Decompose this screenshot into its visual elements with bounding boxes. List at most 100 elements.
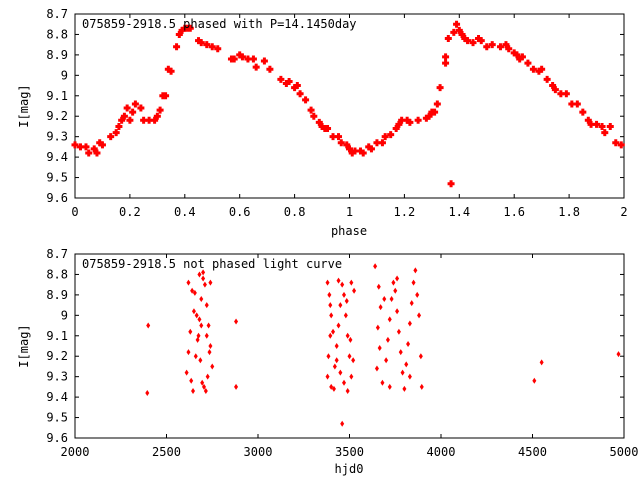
unphased-point	[204, 302, 209, 309]
unphased-point	[396, 328, 401, 335]
unphased-point	[198, 357, 203, 364]
unphased-point	[374, 365, 379, 372]
phased-point	[266, 65, 274, 73]
unphased-point	[193, 353, 198, 360]
phased-x-tick-label: 0.4	[174, 205, 196, 219]
phased-y-tick-label: 9.6	[46, 191, 68, 205]
phased-point	[513, 51, 521, 59]
unphased-x-tick-label: 2000	[61, 445, 90, 459]
unphased-point	[189, 377, 194, 384]
unphased-point	[377, 345, 382, 352]
phased-point	[162, 92, 170, 100]
phased-y-tick-label: 9.4	[46, 150, 68, 164]
phased-point	[346, 145, 353, 153]
phased-point	[538, 65, 546, 73]
phased-y-tick-label: 8.9	[46, 48, 68, 62]
phased-point	[356, 147, 364, 155]
unphased-point	[351, 357, 356, 364]
unphased-point	[208, 279, 213, 286]
phased-point	[236, 51, 244, 59]
phased-point	[557, 90, 565, 98]
unphased-point	[334, 343, 339, 349]
unphased-chart-title: 075859-2918.5 not phased light curve	[82, 257, 342, 271]
phased-point	[549, 82, 557, 90]
phased-x-tick-label: 1	[346, 205, 353, 219]
phased-point	[431, 108, 439, 116]
phased-point	[173, 43, 181, 51]
phased-point	[156, 106, 164, 114]
unphased-point	[331, 385, 336, 392]
unphased-point	[196, 332, 201, 339]
phased-x-tick-label: 0.2	[119, 205, 141, 219]
phased-x-tick-label: 1.8	[558, 205, 580, 219]
unphased-point	[328, 302, 333, 309]
unphased-point	[382, 295, 387, 302]
unphased-point	[191, 387, 196, 394]
phased-point	[436, 84, 444, 92]
phased-point	[244, 55, 252, 63]
phased-point	[178, 26, 186, 34]
phased-point	[337, 139, 345, 147]
phased-point	[406, 118, 414, 126]
unphased-point	[375, 324, 380, 331]
phased-point	[82, 143, 90, 151]
phased-point	[151, 116, 159, 124]
phased-point	[488, 41, 496, 49]
unphased-point	[331, 328, 336, 335]
phased-point	[587, 120, 595, 128]
phased-point	[543, 75, 551, 83]
phased-point	[197, 39, 205, 47]
phased-point	[381, 133, 389, 141]
phased-point	[433, 100, 441, 108]
phased-point	[505, 45, 513, 53]
phased-point	[453, 20, 461, 28]
phased-point	[203, 41, 211, 49]
unphased-point	[199, 322, 204, 329]
phased-point	[118, 116, 126, 124]
phased-point	[612, 139, 620, 147]
unphased-point	[387, 316, 392, 323]
phased-point	[293, 82, 301, 90]
phased-point	[365, 143, 373, 151]
unphased-point	[395, 308, 400, 315]
phased-point	[112, 129, 120, 137]
phased-point	[107, 133, 115, 141]
unphased-point	[145, 390, 150, 397]
unphased-point	[199, 295, 204, 302]
phased-y-tick-label: 9.3	[46, 130, 68, 144]
unphased-point	[404, 361, 409, 368]
unphased-point	[389, 295, 394, 302]
phased-plot-frame	[74, 13, 625, 199]
phased-point	[214, 45, 222, 53]
unphased-point	[349, 373, 354, 380]
phased-point	[573, 100, 581, 108]
unphased-point	[373, 263, 378, 270]
unphased-y-tick-label: 9.1	[46, 329, 68, 343]
unphased-panel: 2000 2500 3000 3500 4000 4500 5000 8.7 8.8 8.9 9 9…	[17, 247, 638, 476]
phased-point	[398, 116, 406, 124]
phased-point	[469, 39, 477, 47]
phased-y-ticks: 8.7 8.8 8.9 9 9.1 9.2 9.3 9.4 9.5 9.6	[46, 7, 624, 205]
unphased-point	[344, 298, 349, 305]
unphased-point	[329, 383, 334, 390]
unphased-y-tick-label: 8.8	[46, 267, 68, 281]
phased-point	[414, 116, 422, 124]
phased-x-tick-label: 0.8	[284, 205, 306, 219]
unphased-point	[192, 289, 197, 296]
unphased-point	[413, 267, 418, 274]
phased-point	[296, 90, 304, 98]
unphased-point	[385, 336, 390, 343]
phased-point	[606, 122, 614, 130]
phased-point	[447, 180, 455, 188]
unphased-x-tick-label: 3500	[335, 445, 364, 459]
phased-point	[524, 59, 532, 67]
unphased-y-tick-label: 9.5	[46, 411, 68, 425]
phased-point	[395, 120, 403, 128]
phased-point	[252, 63, 260, 71]
phased-point	[186, 24, 194, 32]
phased-point	[145, 116, 153, 124]
phased-point	[140, 116, 148, 124]
unphased-point	[616, 351, 621, 358]
phased-point	[71, 141, 79, 149]
